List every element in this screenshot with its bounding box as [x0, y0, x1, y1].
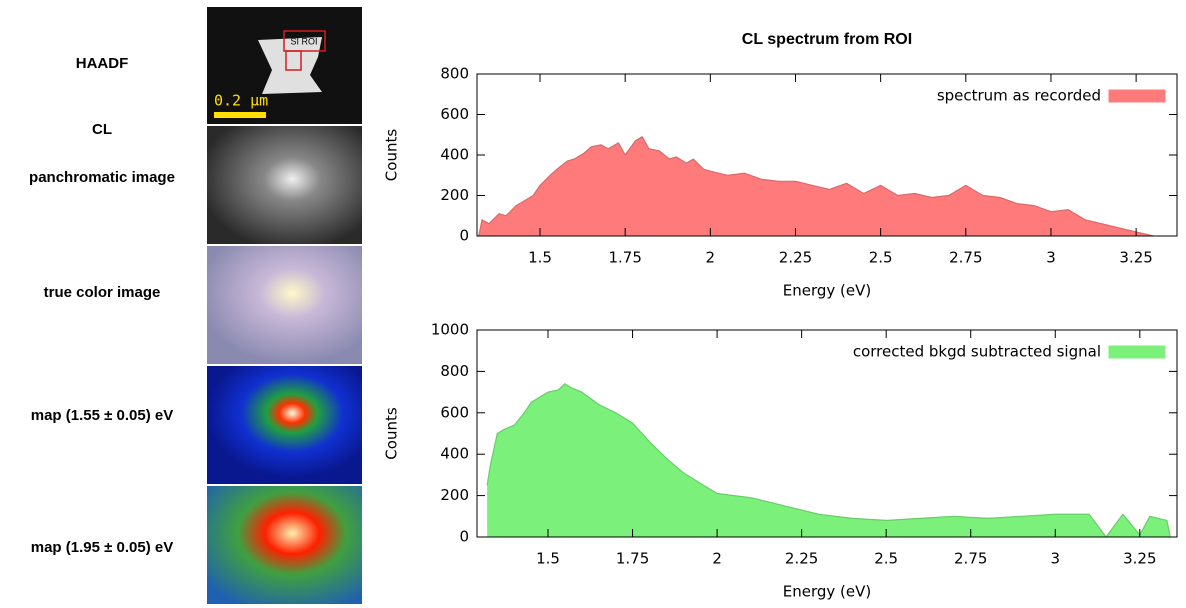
chart-title: CL spectrum from ROI — [742, 31, 912, 48]
x-tick-label: 3 — [1046, 249, 1056, 267]
y-tick-label: 0 — [459, 227, 469, 245]
panel-label: true color image — [44, 284, 161, 301]
roi-box — [283, 30, 326, 52]
legend-swatch — [1108, 345, 1166, 359]
map-195-image — [207, 486, 362, 604]
x-tick-label: 2.5 — [869, 249, 893, 267]
x-tick-label: 2.25 — [779, 249, 812, 267]
panel-label: HAADF — [76, 55, 129, 72]
area-fill — [487, 383, 1171, 537]
legend-swatch — [1108, 89, 1166, 103]
y-tick-label: 600 — [440, 403, 469, 421]
x-tick-label: 3 — [1050, 550, 1060, 568]
scale-bar — [214, 112, 266, 118]
x-tick-label: 2.75 — [954, 550, 987, 568]
x-tick-label: 1.75 — [616, 550, 649, 568]
y-tick-label: 400 — [440, 445, 469, 463]
x-axis-label: Energy (eV) — [783, 583, 871, 601]
area-line — [486, 383, 1171, 538]
image-panels: SI ROI 0.2 µm — [207, 7, 362, 604]
x-tick-label: 1.5 — [528, 249, 552, 267]
roi-label: SI ROI — [290, 36, 317, 46]
panel-label: map (1.95 ± 0.05) eV — [31, 539, 173, 556]
y-tick-label: 400 — [440, 146, 469, 164]
x-tick-label: 2.5 — [874, 550, 898, 568]
y-tick-label: 1000 — [431, 321, 469, 339]
x-tick-label: 2 — [706, 249, 716, 267]
x-tick-label: 2 — [712, 550, 722, 568]
scale-bar-label: 0.2 µm — [214, 92, 268, 110]
x-tick-label: 2.75 — [949, 249, 982, 267]
y-tick-label: 800 — [440, 65, 469, 83]
panel-label: panchromatic image — [29, 169, 175, 186]
panel-label: CL — [92, 121, 112, 138]
panel-label: map (1.55 ± 0.05) eV — [31, 407, 173, 424]
y-tick-label: 200 — [440, 186, 469, 204]
y-tick-label: 0 — [459, 528, 469, 546]
x-tick-label: 3.25 — [1119, 249, 1152, 267]
area-line — [478, 136, 1154, 237]
y-axis-label: Counts — [383, 129, 401, 182]
y-tick-label: 200 — [440, 486, 469, 504]
roi-inner — [285, 50, 302, 71]
x-tick-label: 3.25 — [1123, 550, 1156, 568]
legend-label: spectrum as recorded — [937, 87, 1101, 105]
x-axis-label: Energy (eV) — [783, 282, 871, 300]
map-155-image — [207, 366, 362, 484]
y-tick-label: 800 — [440, 362, 469, 380]
x-tick-label: 2.25 — [785, 550, 818, 568]
panchromatic-image — [207, 126, 362, 244]
plot-frame — [476, 329, 1178, 538]
x-tick-label: 1.75 — [608, 249, 641, 267]
y-tick-label: 600 — [440, 105, 469, 123]
y-axis-label: Counts — [383, 407, 401, 460]
x-tick-label: 1.5 — [536, 550, 560, 568]
legend-label: corrected bkgd subtracted signal — [853, 343, 1101, 361]
true-color-image — [207, 246, 362, 364]
